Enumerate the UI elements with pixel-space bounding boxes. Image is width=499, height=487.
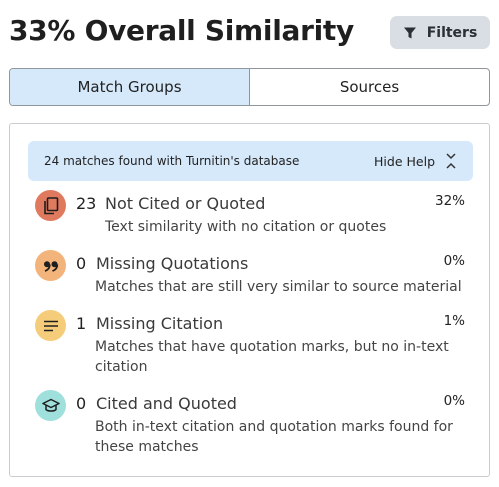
copy-icon — [43, 196, 58, 214]
match-group-name: Not Cited or Quoted — [105, 194, 266, 213]
match-group-name: Missing Quotations — [96, 254, 249, 273]
hide-help-label: Hide Help — [374, 153, 435, 169]
graduation-cap-icon — [41, 398, 60, 412]
funnel-icon — [403, 27, 416, 38]
chevrons-collapse-icon — [446, 153, 456, 169]
match-group-cited-and-quoted[interactable]: 0 Cited and Quoted 0% Both in-text citat… — [35, 390, 475, 460]
match-group-icon-bg — [35, 310, 66, 341]
match-description: Text similarity with no citation or quot… — [105, 219, 387, 235]
match-group-icon-bg — [35, 250, 66, 281]
match-count: 1 — [76, 314, 87, 333]
match-group-missing-citation[interactable]: 1 Missing Citation 1% Matches that have … — [35, 310, 475, 380]
hide-help-button[interactable]: Hide Help — [374, 153, 457, 169]
filters-button-label: Filters — [426, 24, 478, 41]
page-title: 33% Overall Similarity — [9, 14, 354, 47]
match-description-line-2: citation — [95, 359, 148, 375]
match-group-not-cited[interactable]: 23 Not Cited or Quoted 32% Text similari… — [35, 190, 475, 240]
match-count: 0 — [76, 254, 87, 273]
match-group-icon-bg — [35, 390, 66, 421]
match-group-name: Missing Citation — [96, 314, 224, 333]
match-percent: 32% — [434, 193, 465, 209]
match-group-missing-quotations[interactable]: 0 Missing Quotations 0% Matches that are… — [35, 250, 475, 300]
match-count: 0 — [76, 394, 87, 413]
match-percent: 0% — [443, 253, 465, 269]
filters-button[interactable]: Filters — [390, 16, 490, 49]
match-percent: 0% — [443, 393, 465, 409]
tab-match-groups[interactable]: Match Groups — [10, 69, 250, 105]
match-group-icon-bg — [35, 190, 66, 221]
match-percent: 1% — [443, 313, 465, 329]
match-description: Matches that are still very similar to s… — [95, 279, 462, 295]
tab-bar: Match Groups Sources — [9, 68, 490, 106]
tab-sources[interactable]: Sources — [339, 78, 400, 96]
match-group-name: Cited and Quoted — [96, 394, 237, 413]
match-description-line-1: Matches that have quotation marks, but n… — [95, 339, 449, 355]
help-banner: 24 matches found with Turnitin's databas… — [28, 141, 473, 181]
match-groups-panel: 24 matches found with Turnitin's databas… — [9, 123, 490, 477]
match-description-line-1: Both in-text citation and quotation mark… — [95, 419, 453, 435]
quote-icon — [43, 260, 58, 272]
match-count: 23 — [76, 194, 97, 213]
lines-icon — [43, 320, 58, 331]
match-description-line-2: these matches — [95, 439, 199, 455]
matches-found-text: 24 matches found with Turnitin's databas… — [44, 154, 300, 168]
